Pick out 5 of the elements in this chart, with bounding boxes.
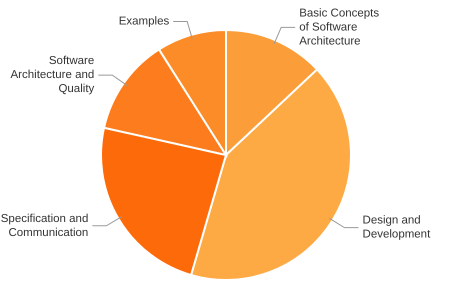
slice-label: Basic Concepts of Software Architecture [299, 7, 380, 48]
slice-label: Design and Development [362, 214, 432, 241]
slice-label: Examples [118, 16, 170, 28]
slice-label: Software Architecture and Quality [10, 55, 95, 96]
slice-label: Specification and Communication [0, 212, 88, 239]
